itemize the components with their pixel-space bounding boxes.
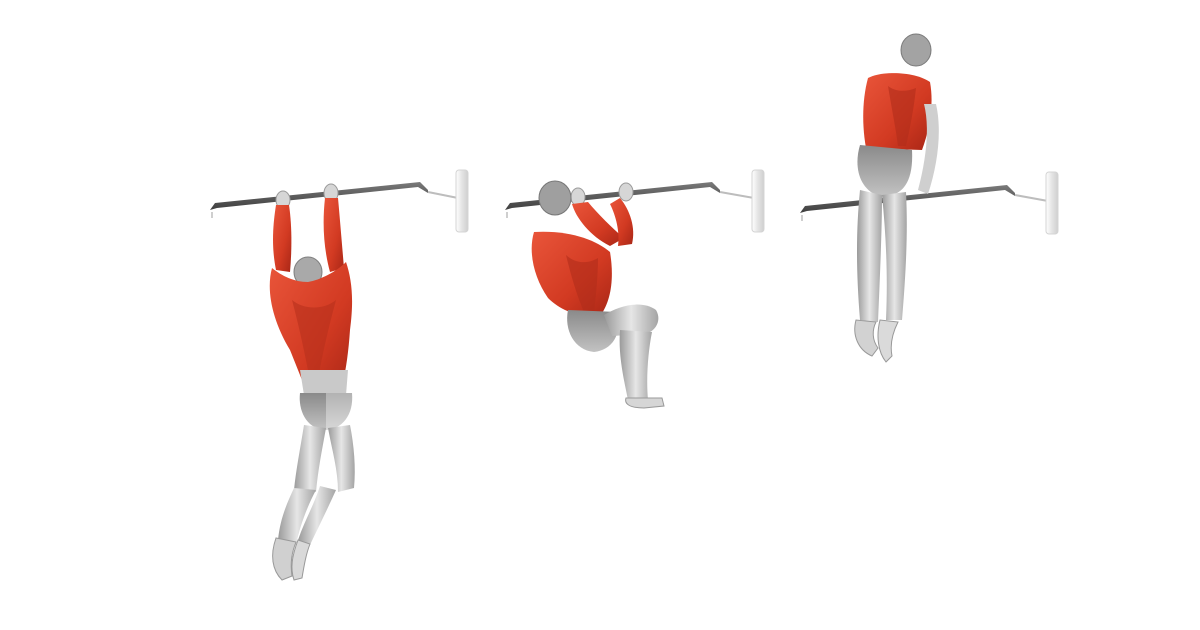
frame-2-pull: [505, 169, 765, 409]
frame-1-dead-hang: [210, 169, 469, 581]
pullup-bar-1: [210, 169, 469, 233]
frame-3-dip-top: [800, 33, 1059, 363]
pullup-bar-3: [800, 171, 1059, 235]
